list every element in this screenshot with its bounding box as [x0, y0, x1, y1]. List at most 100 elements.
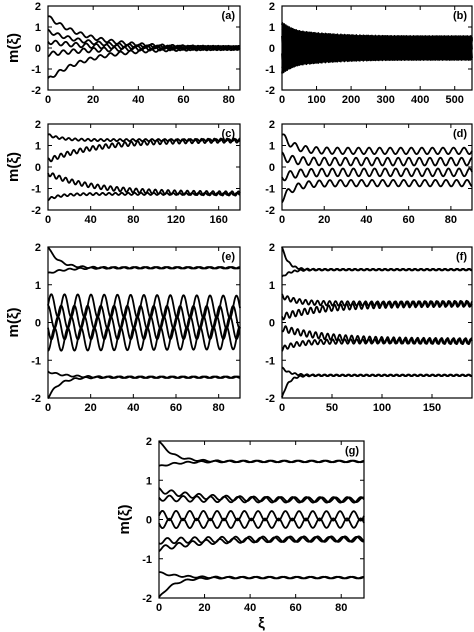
y-tick-label: -1: [142, 554, 152, 566]
series-line-1: [281, 133, 473, 155]
x-tick-label: 100: [373, 402, 391, 414]
x-tick-label: 400: [411, 94, 429, 106]
x-tick-label: 40: [244, 602, 256, 614]
series-line-1: [158, 440, 365, 464]
y-tick-label: -1: [265, 184, 275, 196]
y-tick-label: 0: [269, 318, 275, 330]
y-tick-label: -1: [31, 64, 41, 76]
x-tick-label: 0: [279, 94, 285, 106]
x-tick-label: 120: [167, 214, 185, 226]
x-tick-label: 60: [170, 402, 182, 414]
panel-d: 0 20 40 60 80 -2 -1 0 1 2 (d): [265, 119, 473, 226]
panel-label: (c): [222, 128, 236, 140]
panel-label: (g): [345, 445, 359, 457]
y-tick-label: 2: [35, 119, 41, 131]
series-line-2: [47, 137, 241, 163]
series-line-1: [281, 246, 473, 272]
panel-label: (a): [222, 10, 236, 22]
series-line-8: [47, 375, 241, 399]
y-axis-label: m(ξ): [5, 307, 22, 337]
y-tick-label: 1: [146, 475, 152, 487]
x-tick-label: 0: [156, 602, 162, 614]
y-tick-label: 1: [269, 141, 275, 153]
x-tick-label: 150: [423, 402, 441, 414]
series-line-4: [158, 494, 365, 504]
y-tick-label: 2: [269, 1, 275, 13]
panel-c: 0 40 80 120 160 -2 -1 0 1 2 (c) m(ξ): [5, 119, 241, 226]
series-line-3: [47, 293, 241, 320]
x-tick-label: 0: [45, 214, 51, 226]
x-axis-label: ξ: [258, 615, 265, 632]
y-tick-label: 0: [269, 43, 275, 55]
y-tick-label: 2: [269, 119, 275, 131]
x-tick-label: 40: [132, 94, 144, 106]
axes-frame: [158, 440, 365, 599]
y-tick-label: 2: [35, 242, 41, 254]
series-line-3: [281, 167, 473, 182]
axes-frame: [281, 123, 473, 211]
x-tick-label: 20: [85, 402, 97, 414]
x-tick-label: 80: [127, 214, 139, 226]
y-tick-label: -2: [265, 205, 275, 217]
panel-label: (d): [453, 128, 467, 140]
series-line-4: [281, 299, 473, 321]
series-line-4: [47, 45, 241, 58]
y-tick-label: 2: [146, 436, 152, 448]
series-line-3: [47, 39, 241, 51]
x-tick-label: 40: [85, 214, 97, 226]
y-axis-label: m(ξ): [116, 504, 133, 534]
y-tick-label: 1: [35, 141, 41, 153]
panel-a: 0 20 40 60 80 -2 -1 0 1 2 (a) m(ξ): [5, 1, 241, 106]
series-line-8: [158, 535, 365, 552]
x-tick-label: 0: [279, 214, 285, 226]
y-tick-label: -2: [265, 85, 275, 97]
series-line-1: [47, 246, 241, 270]
y-tick-label: -1: [31, 184, 41, 196]
y-tick-label: 1: [269, 280, 275, 292]
y-tick-label: -1: [265, 64, 275, 76]
series-line-2: [281, 268, 473, 278]
panel-label: (b): [453, 10, 467, 22]
x-tick-label: 80: [213, 402, 225, 414]
panel-f: 0 50 100 150 -2 -1 0 1 2 (f): [265, 242, 473, 414]
x-tick-label: 20: [198, 602, 210, 614]
x-tick-label: 50: [326, 402, 338, 414]
x-tick-label: 60: [403, 214, 415, 226]
x-tick-label: 0: [279, 402, 285, 414]
series-line-4: [47, 304, 241, 330]
panel-b: 0 100 200 300 400 500 -2 -1 0 1 2 (b): [265, 1, 473, 106]
series-line-2: [47, 266, 241, 274]
x-tick-label: 300: [376, 94, 394, 106]
series-line-8: [281, 373, 473, 398]
y-tick-label: -2: [265, 393, 275, 405]
y-tick-label: 0: [269, 162, 275, 174]
panel-label: (e): [222, 251, 236, 263]
series-line-5: [47, 45, 241, 79]
y-tick-label: 0: [35, 318, 41, 330]
x-tick-label: 0: [45, 94, 51, 106]
x-tick-label: 0: [45, 402, 51, 414]
series-line-6: [158, 517, 365, 530]
series-line-1: [47, 15, 241, 51]
y-tick-label: -2: [31, 205, 41, 217]
y-tick-label: 0: [35, 43, 41, 55]
x-tick-label: 160: [209, 214, 227, 226]
x-tick-label: 100: [307, 94, 325, 106]
panel-g: 0 20 40 60 80 -2 -1 0 1 2 (g) m(ξ) ξ: [116, 436, 365, 632]
y-tick-label: 2: [35, 1, 41, 13]
series-line-5: [158, 509, 365, 522]
axes-frame: [47, 123, 241, 211]
panel-label: (f): [456, 251, 467, 263]
series-line-6: [281, 54, 473, 74]
y-tick-label: -2: [142, 593, 152, 605]
x-tick-label: 20: [87, 94, 99, 106]
series-line-2: [281, 151, 473, 167]
x-tick-label: 60: [177, 94, 189, 106]
series-line-6: [281, 338, 473, 352]
y-tick-label: -1: [265, 355, 275, 367]
y-axis-label: m(ξ): [5, 33, 22, 63]
series-line-10: [158, 575, 365, 598]
x-tick-label: 80: [335, 602, 347, 614]
x-tick-label: 80: [445, 214, 457, 226]
